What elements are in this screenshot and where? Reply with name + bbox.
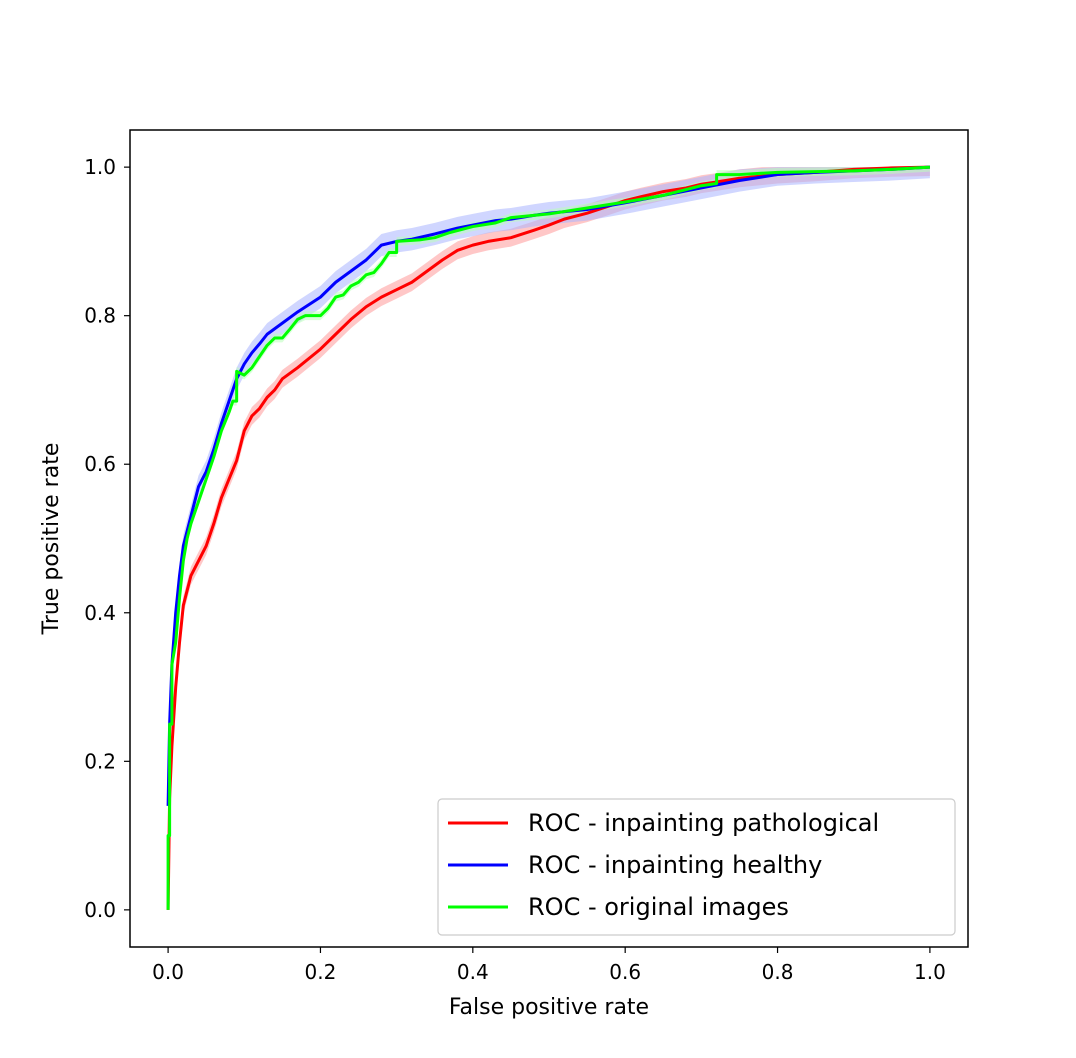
y-tick-label: 1.0 [84,155,116,179]
y-tick-label: 0.8 [84,304,116,328]
legend-label: ROC - original images [528,893,789,921]
legend-box [437,798,956,936]
x-tick-label: 0.8 [762,960,794,984]
x-tick-label: 0.4 [457,960,489,984]
plot-frame [129,129,969,948]
x-axis: 0.0 0.2 0.4 0.6 0.8 1.0 [152,947,946,984]
legend-label: ROC - inpainting pathological [528,809,879,837]
y-tick-label: 0.4 [84,601,116,625]
y-axis-label: True positive rate [39,443,64,636]
legend-label: ROC - inpainting healthy [528,851,822,879]
x-tick-label: 0.2 [305,960,337,984]
x-tick-label: 0.0 [152,960,184,984]
y-tick-label: 0.2 [84,749,116,773]
x-axis-label: False positive rate [449,995,649,1020]
roc-curves [166,165,930,910]
y-tick-label: 0.6 [84,452,116,476]
y-tick-label: 0.0 [84,898,116,922]
roc-line-3 [166,165,930,910]
legend: ROC - inpainting pathological ROC - inpai… [437,798,956,936]
x-tick-label: 0.6 [609,960,641,984]
x-tick-label: 1.0 [914,960,946,984]
y-axis: 0.0 0.2 0.4 0.6 0.8 1.0 [84,155,130,922]
